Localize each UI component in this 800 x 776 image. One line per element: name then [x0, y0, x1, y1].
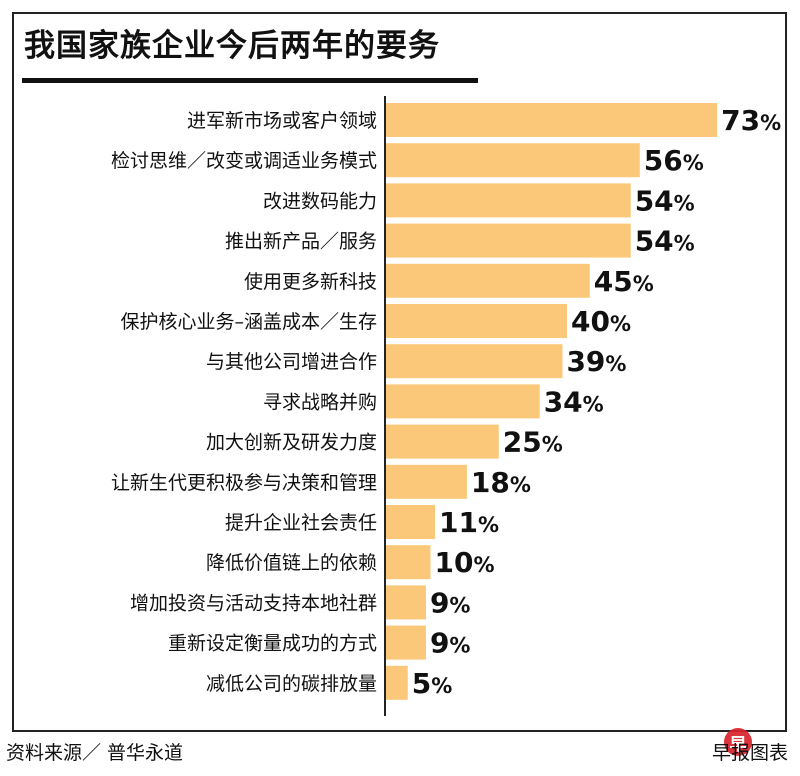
- bar: [385, 263, 590, 298]
- category-label: 与其他公司增进合作: [206, 351, 377, 373]
- category-label: 增加投资与活动支持本地社群: [130, 592, 377, 614]
- category-label: 减低公司的碳排放量: [206, 673, 377, 695]
- value-label: 10%: [435, 546, 495, 579]
- value-label: 18%: [471, 466, 531, 499]
- bar: [385, 223, 631, 258]
- bar: [385, 304, 567, 338]
- value-label: 54%: [635, 184, 695, 217]
- category-label: 重新设定衡量成功的方式: [168, 633, 377, 655]
- value-label: 9%: [430, 627, 471, 660]
- value-label: 25%: [503, 426, 563, 459]
- value-label: 11%: [439, 506, 499, 539]
- category-label: 寻求战略并购: [263, 391, 377, 413]
- category-label: 检讨思维／改变或调适业务模式: [111, 150, 377, 172]
- value-label: 73%: [721, 104, 781, 137]
- title-underline: [22, 78, 478, 83]
- value-label: 54%: [635, 225, 695, 258]
- bar: [385, 625, 426, 660]
- bar: [385, 103, 718, 137]
- bar: [385, 384, 540, 419]
- value-label: 45%: [594, 265, 654, 298]
- category-label: 使用更多新科技: [244, 271, 377, 293]
- bar: [385, 665, 408, 700]
- category-label: 加大创新及研发力度: [206, 432, 377, 454]
- bar: [385, 344, 563, 379]
- value-label: 56%: [644, 144, 704, 177]
- bar: [385, 183, 631, 218]
- category-label: 改进数码能力: [263, 190, 377, 212]
- category-label: 保护核心业务–涵盖成本／生存: [120, 311, 377, 333]
- chart-title: 我国家族企业今后两年的要务: [24, 28, 440, 64]
- category-label: 提升企业社会责任: [225, 512, 377, 534]
- category-label: 进军新市场或客户领域: [187, 110, 377, 132]
- value-label: 5%: [412, 667, 453, 700]
- bar: [385, 424, 499, 459]
- value-label: 34%: [544, 385, 604, 418]
- bar: [385, 505, 436, 539]
- value-label: 39%: [566, 345, 626, 378]
- bar: [385, 585, 426, 620]
- category-label: 让新生代更积极参与决策和管理: [111, 472, 377, 494]
- category-label: 推出新产品／服务: [225, 231, 377, 253]
- zaobao-logo-icon: [724, 728, 752, 756]
- value-label: 9%: [430, 586, 471, 619]
- graphic-credit: 早报图表: [711, 742, 788, 764]
- category-label: 降低价值链上的依赖: [206, 552, 377, 574]
- bar: [385, 143, 640, 178]
- value-label: 40%: [571, 305, 631, 338]
- bar: [385, 464, 467, 499]
- bar: [385, 545, 431, 580]
- source-note: 资料来源／ 普华永道: [6, 742, 184, 764]
